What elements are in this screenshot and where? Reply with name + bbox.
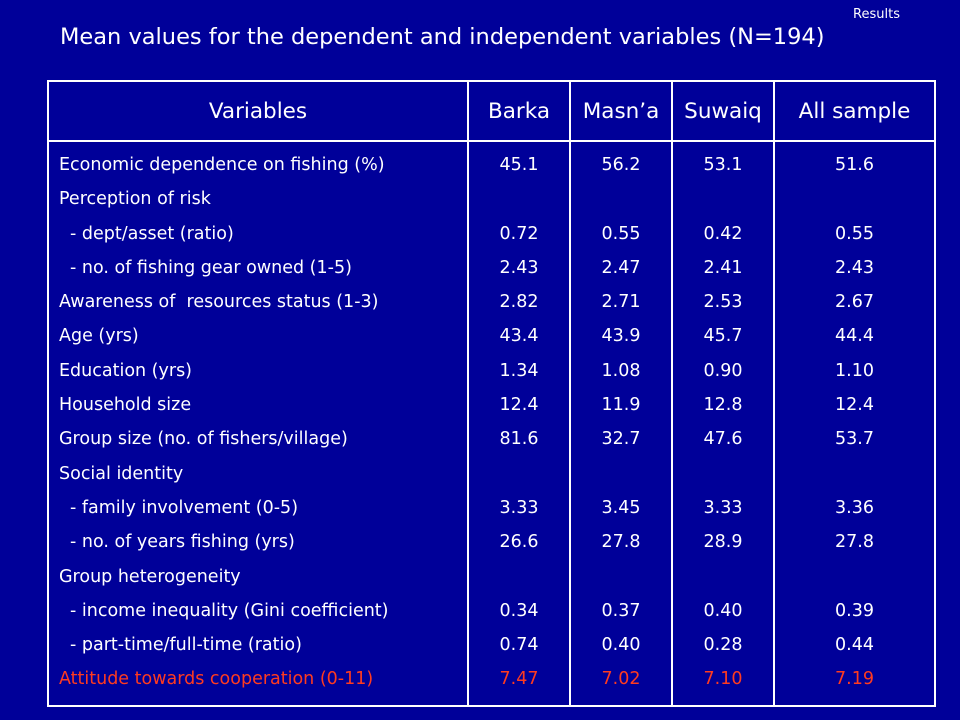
barka-value	[469, 560, 569, 594]
all-sample-value: 7.19	[835, 669, 874, 690]
suwaiq-value: 0.28	[703, 635, 743, 656]
column-header-barka: Barka	[467, 80, 571, 142]
column-header-masna: Masn’a	[569, 80, 673, 142]
variable-label: Household size	[59, 395, 192, 416]
all-sample-value: 0.55	[835, 223, 874, 244]
masna-value	[571, 457, 671, 491]
suwaiq-value: 45.7	[703, 326, 743, 347]
masna-value: 7.02	[601, 669, 641, 690]
masna-column: 56.2 0.55 2.47 2.71 43.9 1.08 11.9 32.7 3.45 27.8…	[569, 141, 673, 707]
table-body-row: Economic dependence on fishing (%) Percep…	[47, 141, 936, 707]
masna-value: 2.47	[601, 257, 641, 278]
barka-value: 81.6	[499, 429, 539, 450]
barka-value: 26.6	[499, 532, 539, 553]
variable-label: - part-time/full-time (ratio)	[70, 635, 302, 656]
barka-value: 7.47	[499, 669, 539, 690]
variable-label: Age (yrs)	[59, 326, 139, 347]
variable-label: - no. of years fishing (yrs)	[70, 532, 295, 553]
column-header-variables: Variables	[47, 80, 469, 142]
all-sample-value	[775, 457, 934, 491]
data-table: Variables Barka Masn’a Suwaiq All sample…	[47, 80, 936, 707]
masna-value: 27.8	[601, 532, 641, 553]
variable-label: Awareness of resources status (1-3)	[59, 292, 379, 313]
barka-value	[469, 182, 569, 216]
barka-value: 0.72	[499, 223, 539, 244]
suwaiq-value: 0.40	[703, 600, 743, 621]
suwaiq-value: 53.1	[703, 155, 743, 175]
variable-label: - income inequality (Gini coefficient)	[70, 600, 389, 621]
variable-label: Education (yrs)	[59, 360, 193, 381]
table-header-row: Variables Barka Masn’a Suwaiq All sample	[47, 80, 936, 142]
all-sample-value: 0.44	[835, 635, 874, 656]
all-sample-value	[775, 560, 934, 594]
suwaiq-value: 2.53	[703, 292, 743, 313]
variable-label: - family involvement (0-5)	[70, 497, 299, 518]
suwaiq-value: 7.10	[703, 669, 743, 690]
masna-value	[571, 560, 671, 594]
masna-value: 0.40	[601, 635, 641, 656]
variable-label: Economic dependence on fishing (%)	[59, 155, 385, 175]
all-sample-value: 53.7	[835, 429, 874, 450]
variable-label: Attitude towards cooperation (0-11)	[59, 669, 374, 690]
barka-value: 2.82	[499, 292, 539, 313]
masna-value: 32.7	[601, 429, 641, 450]
variable-label: Social identity	[59, 463, 184, 484]
all-sample-value: 1.10	[835, 360, 874, 381]
suwaiq-value: 0.42	[703, 223, 743, 244]
all-sample-value: 2.67	[835, 292, 874, 313]
barka-value: 45.1	[499, 155, 539, 175]
barka-value: 1.34	[499, 360, 539, 381]
suwaiq-value	[673, 560, 773, 594]
masna-value: 56.2	[601, 155, 641, 175]
suwaiq-value	[673, 182, 773, 216]
all-sample-value	[775, 182, 934, 216]
suwaiq-value	[673, 457, 773, 491]
all-sample-column: 51.6 0.55 2.43 2.67 44.4 1.10 12.4 53.7 3.36 27.8…	[773, 141, 936, 707]
masna-value: 0.37	[601, 600, 641, 621]
barka-value: 43.4	[499, 326, 539, 347]
all-sample-value: 0.39	[835, 600, 874, 621]
barka-value: 0.74	[499, 635, 539, 656]
barka-value: 0.34	[499, 600, 539, 621]
variable-label: - no. of fishing gear owned (1-5)	[70, 257, 352, 278]
section-label: Results	[853, 7, 900, 22]
all-sample-value: 2.43	[835, 257, 874, 278]
slide-title: Mean values for the dependent and indepe…	[60, 24, 825, 50]
variable-label: Group size (no. of fishers/village)	[59, 429, 348, 450]
suwaiq-value: 2.41	[703, 257, 743, 278]
suwaiq-value: 3.33	[703, 497, 743, 518]
column-header-suwaiq: Suwaiq	[671, 80, 775, 142]
all-sample-value: 44.4	[835, 326, 874, 347]
barka-value: 2.43	[499, 257, 539, 278]
variable-label: Perception of risk	[59, 189, 211, 210]
masna-value: 2.71	[601, 292, 641, 313]
suwaiq-value: 0.90	[703, 360, 743, 381]
barka-value: 3.33	[499, 497, 539, 518]
masna-value: 43.9	[601, 326, 641, 347]
suwaiq-value: 12.8	[703, 395, 743, 416]
suwaiq-column: 53.1 0.42 2.41 2.53 45.7 0.90 12.8 47.6 3.33 28.9…	[671, 141, 775, 707]
masna-value: 1.08	[601, 360, 641, 381]
suwaiq-value: 28.9	[703, 532, 743, 553]
column-header-all-sample: All sample	[773, 80, 936, 142]
masna-value: 0.55	[601, 223, 641, 244]
variables-column: Economic dependence on fishing (%) Percep…	[47, 141, 469, 707]
all-sample-value: 3.36	[835, 497, 874, 518]
barka-column: 45.1 0.72 2.43 2.82 43.4 1.34 12.4 81.6 3.33 26.6…	[467, 141, 571, 707]
suwaiq-value: 47.6	[703, 429, 743, 450]
masna-value: 11.9	[601, 395, 641, 416]
variable-label: Group heterogeneity	[59, 566, 241, 587]
masna-value	[571, 182, 671, 216]
barka-value	[469, 457, 569, 491]
variable-label: - dept/asset (ratio)	[70, 223, 234, 244]
barka-value: 12.4	[499, 395, 539, 416]
all-sample-value: 27.8	[835, 532, 874, 553]
all-sample-value: 12.4	[835, 395, 874, 416]
masna-value: 3.45	[601, 497, 641, 518]
all-sample-value: 51.6	[835, 155, 874, 175]
